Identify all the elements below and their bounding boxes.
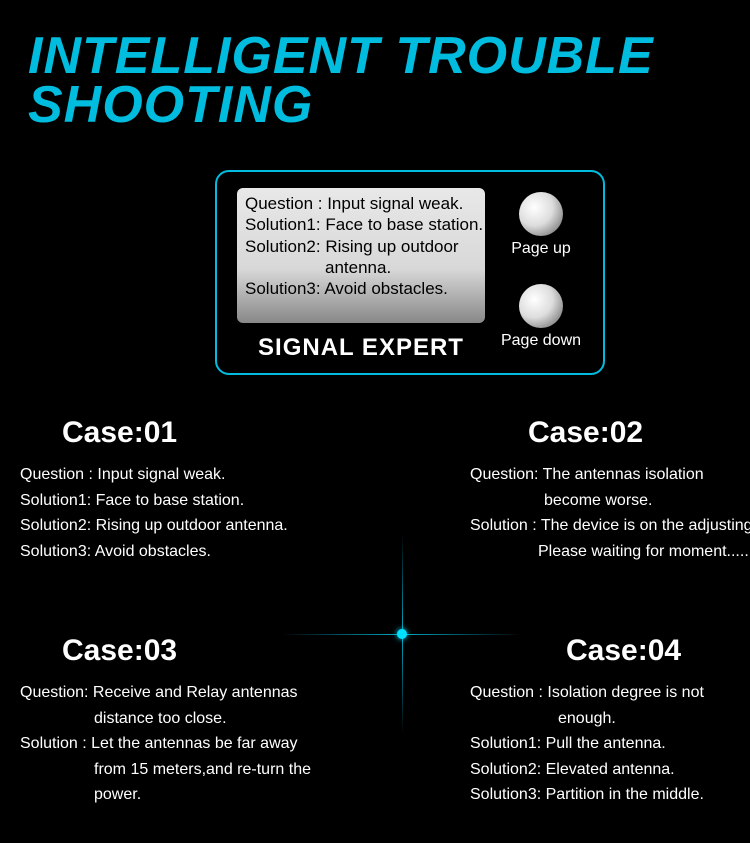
case-line: Solution : Let the antennas be far away [20, 731, 350, 757]
lcd-line: Solution2: Rising up outdoor [245, 236, 477, 257]
case-title: Case:02 [470, 416, 750, 450]
device-panel: Question : Input signal weak.Solution1: … [215, 170, 605, 375]
page-up-label: Page up [499, 240, 583, 258]
title-line-1: INTELLIGENT TROUBLE [28, 32, 750, 81]
page-down-label: Page down [499, 332, 583, 350]
case-line: Please waiting for moment...... [470, 539, 750, 565]
lcd-line: Solution1: Face to base station. [245, 214, 477, 235]
case-line: enough. [470, 706, 750, 732]
title-line-2: SHOOTING [28, 81, 750, 130]
case-line: Solution2: Elevated antenna. [470, 757, 750, 783]
case-04: Case:04 Question : Isolation degree is no… [470, 634, 750, 808]
case-line: Question : Isolation degree is not [470, 680, 750, 706]
device-brand: SIGNAL EXPERT [237, 334, 485, 362]
case-line: Solution3: Partition in the middle. [470, 782, 750, 808]
case-03: Case:03 Question: Receive and Relay anten… [20, 634, 350, 808]
page-down-button[interactable] [519, 284, 563, 328]
case-title: Case:03 [20, 634, 350, 668]
case-line: Question: The antennas isolation [470, 462, 750, 488]
case-title: Case:01 [20, 416, 350, 450]
case-01: Case:01Question : Input signal weak.Solu… [20, 416, 350, 564]
case-line: Solution1: Pull the antenna. [470, 731, 750, 757]
case-line: Solution1: Face to base station. [20, 488, 350, 514]
lcd-screen: Question : Input signal weak.Solution1: … [237, 188, 485, 323]
lcd-line: antenna. [245, 257, 477, 278]
lcd-line: Solution3: Avoid obstacles. [245, 278, 477, 299]
page-title: INTELLIGENT TROUBLE SHOOTING [0, 0, 750, 131]
page-up-button[interactable] [519, 192, 563, 236]
case-line: Solution2: Rising up outdoor antenna. [20, 513, 350, 539]
case-line: Solution : The device is on the adjustin… [470, 513, 750, 539]
case-line: Solution3: Avoid obstacles. [20, 539, 350, 565]
cases-grid: Case:01Question : Input signal weak.Solu… [20, 416, 730, 835]
case-02: Case:02 Question: The antennas isolationb… [470, 416, 750, 564]
case-line: power. [20, 782, 350, 808]
divider-center-dot [397, 629, 407, 639]
case-line: distance too close. [20, 706, 350, 732]
case-line: from 15 meters,and re-turn the [20, 757, 350, 783]
lcd-line: Question : Input signal weak. [245, 193, 477, 214]
case-line: Question: Receive and Relay antennas [20, 680, 350, 706]
case-line: become worse. [470, 488, 750, 514]
case-line: Question : Input signal weak. [20, 462, 350, 488]
case-title: Case:04 [470, 634, 750, 668]
